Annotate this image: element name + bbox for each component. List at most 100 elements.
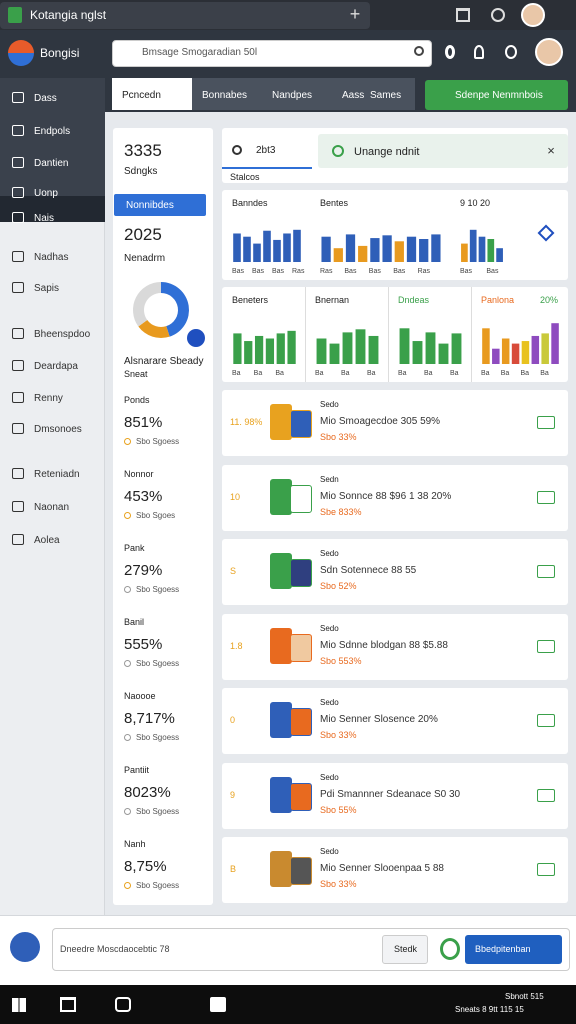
sidebar-item[interactable]: Reteniadn <box>34 469 80 480</box>
panel-search: 2bt3 <box>256 145 276 156</box>
chart-divider <box>388 287 389 382</box>
sidebar-item[interactable]: Dantien <box>34 158 69 169</box>
alert-close[interactable]: × <box>547 143 555 158</box>
sidebar-icon[interactable] <box>12 501 24 512</box>
user[interactable] <box>474 45 484 59</box>
sidebar-item[interactable]: Bheenspdoo <box>34 329 91 340</box>
row-check[interactable] <box>537 639 555 653</box>
bar-chart: Beneters Ba Ba Ba <box>232 295 296 377</box>
footer-button[interactable] <box>382 935 428 964</box>
nav-tab-label: Bonnabes <box>202 90 248 101</box>
donut-slice <box>133 282 161 327</box>
action-button[interactable] <box>425 80 568 110</box>
row-title: Sedo <box>320 400 339 409</box>
brand: Bongisi <box>40 46 80 60</box>
footer-primary-label: Bbedpitenban <box>475 944 531 954</box>
bar <box>265 338 275 364</box>
x-tick-label: Ras <box>418 268 431 275</box>
sidebar-item[interactable]: Dmsonoes <box>34 424 82 435</box>
bar <box>244 341 253 364</box>
row-sub: Sbo 55% <box>320 804 357 815</box>
x-tick-label: Ba <box>275 370 284 377</box>
sidebar-item[interactable]: Naonan <box>34 502 70 513</box>
metric-dot <box>124 586 131 593</box>
sidebar-item[interactable]: Deardapa <box>34 361 78 372</box>
metric-dot <box>124 512 131 519</box>
nav-tab[interactable] <box>112 78 192 110</box>
sidebar-icon[interactable] <box>12 92 24 103</box>
sidebar-item[interactable]: Dass <box>34 93 57 104</box>
footer-icon[interactable] <box>10 932 40 962</box>
new-tab[interactable]: + <box>349 4 361 24</box>
footer-input[interactable] <box>52 928 570 971</box>
row-icon <box>290 857 312 885</box>
row-check[interactable] <box>537 565 555 578</box>
sidebar-item[interactable]: Sapis <box>34 283 60 294</box>
row-check[interactable] <box>537 416 555 429</box>
task-home[interactable] <box>60 997 76 1012</box>
metric-value: 8,717% <box>124 710 175 727</box>
sidebar-icon[interactable] <box>12 468 24 479</box>
row-line: Mio Smoagecdoe 305 59% <box>320 416 441 427</box>
row-check[interactable] <box>537 714 555 727</box>
sidebar-icon[interactable] <box>12 157 24 168</box>
row-icon <box>270 776 292 813</box>
chart-divider <box>471 287 472 382</box>
task-view[interactable] <box>115 997 131 1012</box>
bar <box>287 330 296 364</box>
notif[interactable] <box>445 45 455 59</box>
search-text: Bmsage Smogaradian 50l <box>142 47 258 58</box>
sidebar-icon[interactable] <box>12 212 24 223</box>
bar <box>276 333 285 364</box>
footer-green[interactable] <box>440 938 460 960</box>
sidebar-icon[interactable] <box>12 392 24 403</box>
bar <box>541 333 549 364</box>
task-app[interactable] <box>210 997 226 1012</box>
sidebar-icon[interactable] <box>12 187 24 198</box>
sidebar-item[interactable]: Endpols <box>34 126 71 137</box>
bar <box>412 341 423 364</box>
metric-note: Sbo Sgoes <box>136 511 176 520</box>
row-check[interactable] <box>537 788 555 802</box>
summary-button-label: Nonnibdes <box>126 200 174 211</box>
sidebar-item[interactable]: Aolea <box>34 535 60 546</box>
x-tick-label: Ba <box>341 370 350 377</box>
sidebar-icon[interactable] <box>12 282 24 293</box>
chart-title: Bentes <box>320 198 349 208</box>
row-line: Mio Senner Slooenpaa 5 88 <box>320 863 444 874</box>
sidebar-icon[interactable] <box>12 360 24 371</box>
row-check[interactable] <box>537 490 555 504</box>
settings[interactable] <box>491 8 505 22</box>
bar <box>283 233 291 262</box>
donut-dot <box>187 329 205 347</box>
sidebar-selected <box>0 196 105 222</box>
footer-primary[interactable] <box>465 935 562 964</box>
bar <box>419 239 429 262</box>
summary-button[interactable] <box>114 194 206 216</box>
chart-title: 9 10 20 <box>460 198 490 208</box>
bar <box>451 333 462 364</box>
sidebar-icon[interactable] <box>12 328 24 339</box>
bar <box>438 343 449 364</box>
sidebar-icon[interactable] <box>12 423 24 434</box>
sidebar-item[interactable]: Nais <box>34 213 55 224</box>
row-icon <box>290 782 312 811</box>
sidebar-item[interactable]: Uonp <box>34 188 58 199</box>
start[interactable] <box>12 998 26 1012</box>
row-badge: B <box>230 864 237 874</box>
sidebar-icon[interactable] <box>12 534 24 545</box>
help[interactable] <box>505 45 517 59</box>
bar <box>355 329 366 364</box>
search-box[interactable] <box>112 40 432 67</box>
sidebar-item[interactable]: Nadhas <box>34 252 69 263</box>
sidebar-icon[interactable] <box>12 251 24 262</box>
profile[interactable] <box>535 38 563 66</box>
bar <box>358 245 368 262</box>
sidebar-icon[interactable] <box>12 125 24 136</box>
home[interactable] <box>456 8 470 22</box>
row-check[interactable] <box>537 863 555 876</box>
avatar[interactable] <box>521 3 545 27</box>
metric-value: 555% <box>124 636 163 653</box>
sidebar-item[interactable]: Renny <box>34 393 63 404</box>
